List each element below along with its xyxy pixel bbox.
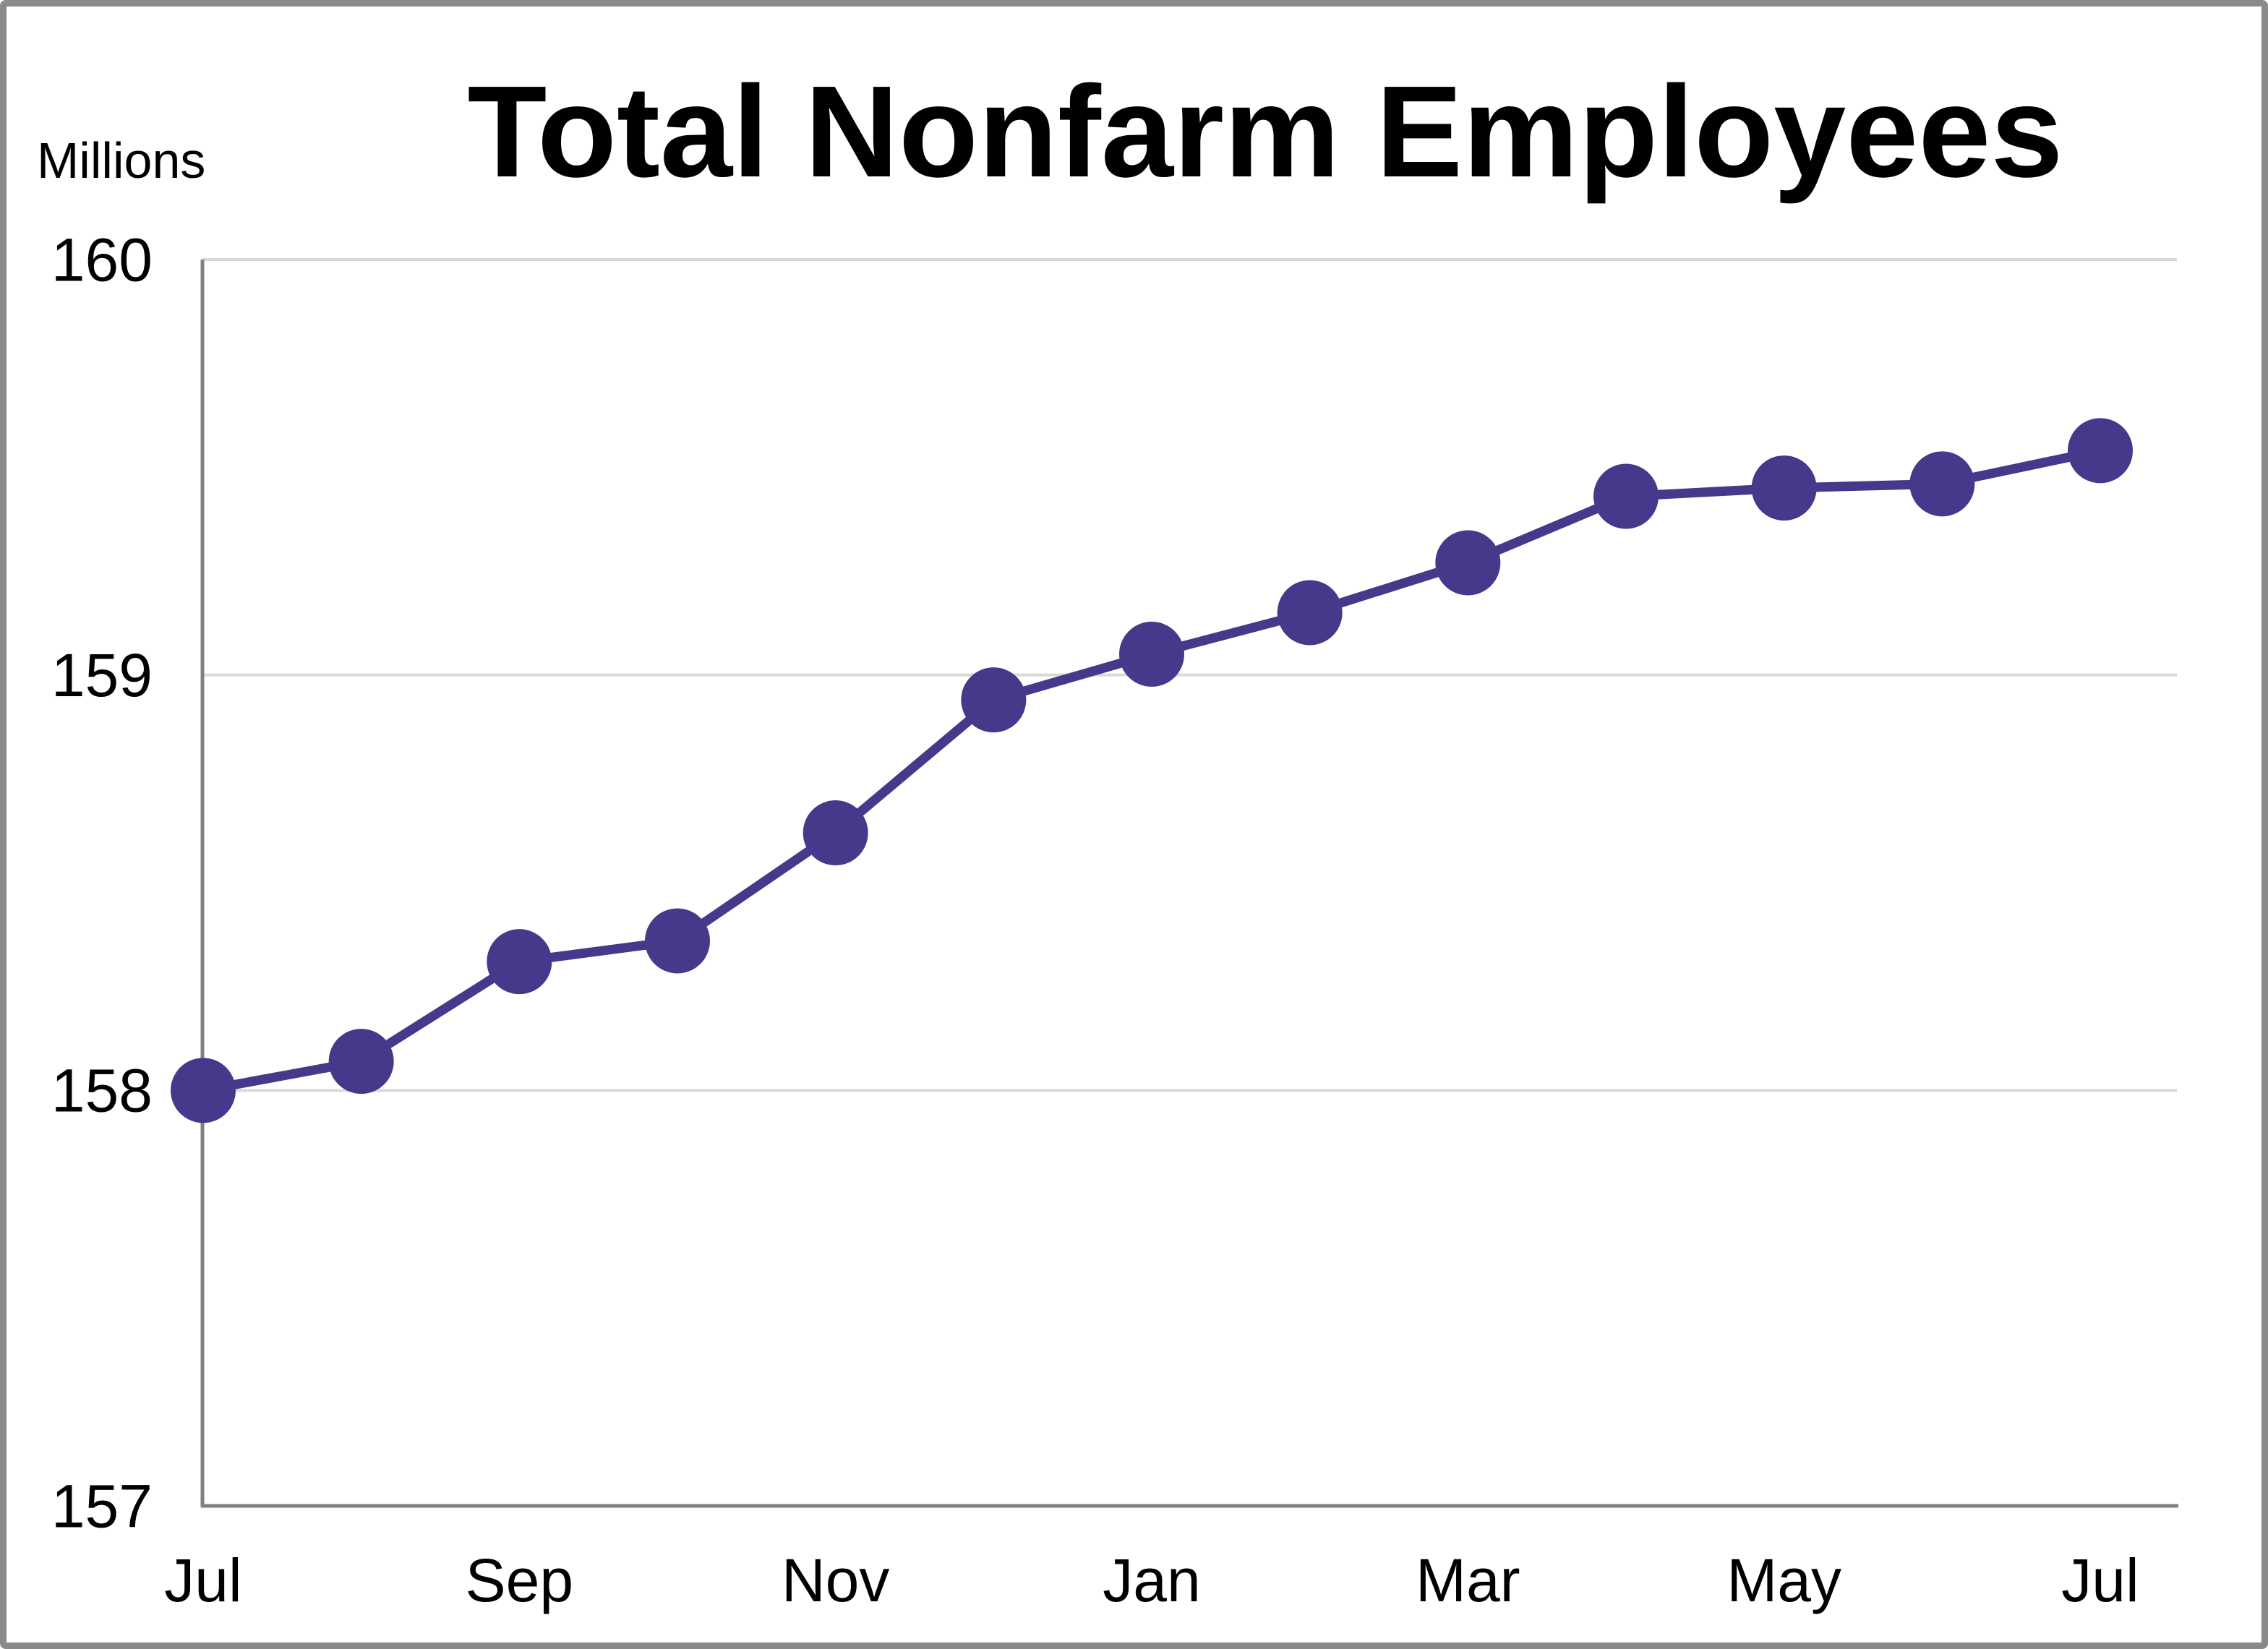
data-point-7 <box>1277 580 1343 646</box>
x-tick-label-sep-2: Sep <box>466 1546 573 1614</box>
data-point-8 <box>1435 530 1501 596</box>
data-point-2 <box>487 929 552 995</box>
x-tick-label-jul-12: Jul <box>2061 1546 2139 1614</box>
data-point-9 <box>1593 463 1659 529</box>
data-point-3 <box>645 908 710 974</box>
data-point-10 <box>1751 455 1817 521</box>
series-line <box>202 445 2102 1095</box>
data-point-5 <box>961 667 1027 733</box>
data-point-4 <box>803 800 868 866</box>
plot-area: 157 158 159 160 Jul Sep Nov Jan Mar May Jul <box>51 226 2178 1614</box>
chart-title: Total Nonfarm Employees <box>467 59 2063 205</box>
data-point-1 <box>328 1029 394 1095</box>
data-point-0 <box>171 1058 236 1123</box>
x-tick-label-nov-4: Nov <box>782 1546 889 1614</box>
x-tick-label-jul-0: Jul <box>164 1546 241 1614</box>
x-tick-label-mar-8: Mar <box>1416 1546 1520 1614</box>
y-axis-unit-label: Millions <box>37 132 206 189</box>
data-point-11 <box>1909 451 1975 517</box>
x-tick-label-jan-6: Jan <box>1103 1546 1200 1614</box>
data-point-12 <box>2068 418 2133 484</box>
data-point-6 <box>1119 621 1184 687</box>
y-tick-label-159: 159 <box>51 641 153 709</box>
y-tick-label-160: 160 <box>51 226 153 294</box>
y-tick-label-157: 157 <box>51 1472 153 1540</box>
x-tick-label-may-10: May <box>1726 1546 1841 1614</box>
y-tick-label-158: 158 <box>51 1057 153 1125</box>
